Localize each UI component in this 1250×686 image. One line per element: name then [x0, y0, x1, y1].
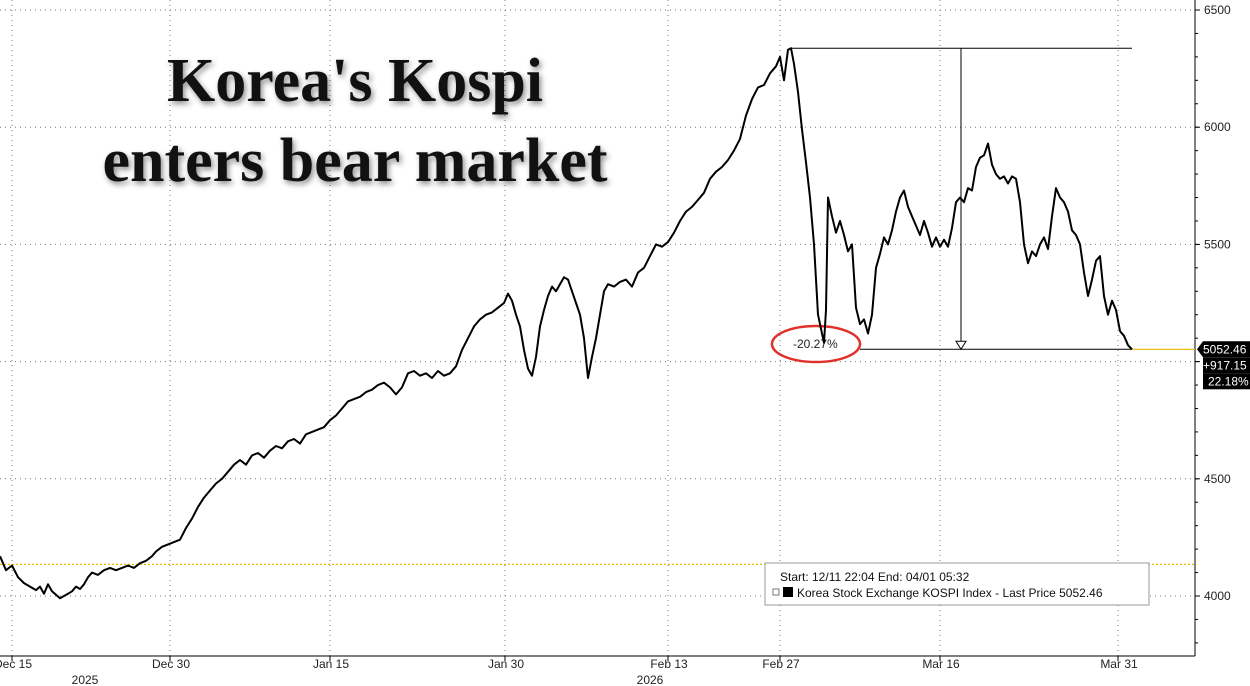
x-tick-label: Mar 31: [1100, 657, 1138, 671]
drawdown-arrow-head: [955, 340, 967, 351]
change-pct-value: 22.18%: [1208, 374, 1249, 388]
chart-title-line-1: Korea's Kospi: [167, 47, 543, 115]
year-label: 2026: [637, 673, 664, 686]
change-pct-box: [1203, 373, 1250, 390]
change-value: +917.15: [1203, 358, 1247, 372]
x-axis-ticks: Dec 15 Dec 30 Jan 15 Jan 30 Feb 13 Feb 27 Mar …: [0, 656, 1138, 671]
y-tick-label: 4000: [1204, 589, 1231, 603]
change-box: [1203, 357, 1250, 374]
last-price-value: 5052.46: [1203, 342, 1247, 356]
chart-title: Korea's Kospi enters bear market: [102, 47, 607, 195]
x-tick-label: Dec 15: [0, 657, 32, 671]
y-tick-label: 5500: [1204, 237, 1231, 251]
y-tick-label: 6000: [1204, 120, 1231, 134]
legend-series-label: Korea Stock Exchange KOSPI Index - Last …: [797, 586, 1103, 600]
legend-box: Start: 12/11 22:04 End: 04/01 05:32 Kore…: [764, 562, 1150, 606]
x-tick-label: Dec 30: [152, 657, 190, 671]
drawdown-highlight-circle: [770, 324, 862, 364]
legend-expand-icon[interactable]: [772, 588, 780, 596]
legend-frame: [764, 562, 1150, 606]
legend-range: Start: 12/11 22:04 End: 04/01 05:32: [780, 570, 970, 584]
chart-title-line-2: enters bear market: [102, 127, 607, 195]
series-line-kospi: [0, 47, 1133, 600]
y-axis-ticks: 4000 4500 5500 6000 6500: [1195, 3, 1231, 644]
x-tick-label: Feb 27: [762, 657, 800, 671]
last-price-box: [1197, 341, 1250, 358]
y-tick-label: 6500: [1204, 3, 1231, 17]
x-tick-label: Feb 13: [650, 657, 688, 671]
x-tick-label: Jan 30: [488, 657, 524, 671]
y-tick-label: 4500: [1204, 472, 1231, 486]
last-price-boxes: 5052.46 +917.15 22.18%: [1197, 341, 1250, 390]
drawdown-label: -20.27%: [793, 337, 838, 351]
year-label: 2025: [72, 673, 99, 686]
drawdown-annotation: -20.27%: [770, 47, 1132, 364]
year-labels: 2025 2026: [72, 673, 664, 686]
legend-swatch: [783, 587, 793, 597]
x-tick-label: Jan 15: [313, 657, 349, 671]
x-tick-label: Mar 16: [922, 657, 960, 671]
